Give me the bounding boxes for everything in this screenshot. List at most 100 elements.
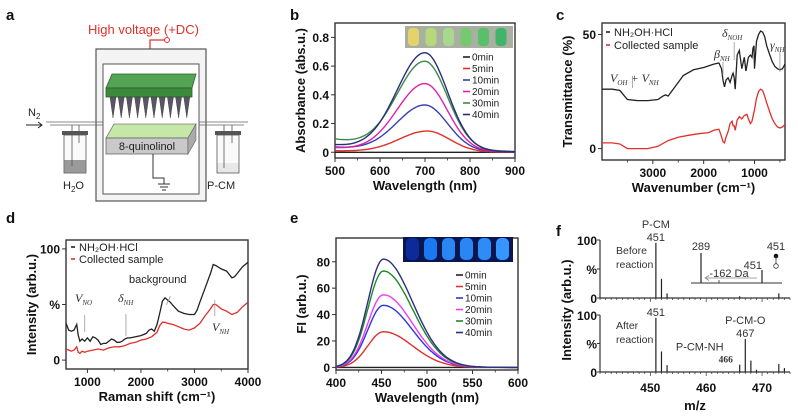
right-bottle-tubes — [223, 125, 233, 168]
x-tick-label: 2000 — [128, 375, 155, 389]
series-line-5min — [335, 130, 515, 153]
peak-annotation: δNOH — [722, 26, 743, 42]
peak-species-label: P-CM-NH — [676, 342, 724, 354]
y-tick-label: 0 — [53, 354, 60, 368]
legend-label: 20min — [472, 87, 499, 98]
vial — [496, 238, 509, 260]
right-bottle-label: P-CM — [207, 180, 235, 192]
y-tick-label: 0 — [322, 146, 329, 160]
legend-label: 10min — [472, 76, 499, 87]
x-tick-label: 470 — [752, 381, 772, 395]
ground-icon — [158, 183, 170, 191]
needle — [183, 96, 191, 119]
legend-label: NH₂OH·HCl — [614, 27, 673, 39]
y-tick-label: 100 — [577, 309, 597, 323]
needle — [158, 96, 166, 119]
vial — [478, 238, 491, 260]
y-tick-label: % — [586, 338, 597, 352]
subplot-label: Before — [616, 245, 647, 257]
y-tick-label: 0.4 — [312, 88, 329, 102]
legend-label: 40min — [472, 110, 499, 121]
x-tick-label: 4000 — [235, 375, 262, 389]
peak-label: 466 — [719, 356, 734, 366]
x-tick-label: 460 — [696, 381, 716, 395]
legend-label: 5min — [472, 64, 494, 75]
series-line — [602, 88, 786, 150]
peak-annotation: γNH — [770, 38, 785, 54]
vessel-side — [187, 122, 197, 156]
vial — [460, 28, 472, 46]
series-line — [65, 261, 249, 346]
series-line — [602, 30, 786, 102]
legend-label: 10min — [465, 294, 492, 305]
x-tick-label: 1000 — [74, 375, 101, 389]
legend-label: NH₂OH·HCl — [79, 242, 138, 254]
panel-d: d 1000 2000 3000 4000 0% 100 Raman shift (cm⁻¹)… — [6, 210, 262, 404]
legend-label: Collected sample — [614, 40, 698, 52]
x-axis-label: Wavelength (nm) — [373, 178, 477, 193]
panel-c: c 3000 2000 1000 0 50 Wavenumber (cm⁻¹) Transmi… — [556, 7, 786, 195]
legend-label: 451 — [767, 241, 785, 253]
y-tick-label: % — [586, 263, 597, 277]
x-axis-label: Wavenumber (cm⁻¹) — [632, 180, 755, 195]
peak-annotation: δNH — [118, 291, 134, 307]
x-tick-label: 450 — [371, 376, 391, 390]
needle-array — [109, 96, 191, 119]
x-tick-label: 600 — [508, 376, 528, 390]
plot-frame — [601, 22, 786, 161]
y-tick-label: 0 — [323, 361, 330, 375]
y-tick-label: 60 — [317, 282, 331, 296]
needle — [142, 96, 150, 119]
y-tick-label: 20 — [317, 334, 331, 348]
panel-letter-d: d — [6, 210, 15, 227]
y-tick-label: 100 — [40, 242, 60, 256]
voltage-label: High voltage (+DC) — [88, 22, 199, 37]
needle — [134, 96, 141, 119]
peak-annotation: VNO — [75, 291, 92, 307]
vial — [424, 238, 437, 260]
subplot-label: reaction — [616, 259, 654, 271]
gas-line-in — [46, 121, 103, 126]
y-tick-label: 40 — [317, 308, 331, 322]
panel-letter-e: e — [290, 210, 298, 227]
peak-species-label: P-CM — [642, 219, 670, 231]
vial — [443, 28, 454, 46]
left-bottle-label: H2O — [63, 180, 84, 194]
peak-species-label: P-CM-O — [725, 315, 766, 327]
x-tick-label: 800 — [460, 164, 480, 178]
x-axis-label: Wavelength (nm) — [375, 390, 479, 405]
panel-letter-a: a — [6, 7, 15, 24]
subplot-label: reaction — [616, 334, 654, 346]
panel-e: e 400 450 500 550 600 0 20 40 60 80 Wavelength (nm)… — [290, 210, 528, 405]
legend-label: 20min — [465, 305, 492, 316]
right-bottle-solid — [217, 163, 239, 173]
loss-label: -162 Da — [709, 268, 749, 280]
x-tick-label: 3000 — [181, 375, 208, 389]
left-bottle-cap — [62, 131, 88, 135]
left-bottle-water — [64, 160, 86, 173]
x-tick-label: 500 — [417, 376, 437, 390]
needle — [126, 96, 133, 119]
y-axis-label: Absorbance (abs.u.) — [293, 28, 308, 153]
panel-letter-c: c — [556, 7, 564, 24]
legend-label: 5min — [465, 282, 487, 293]
series-line-20min — [335, 82, 515, 153]
panel-b: b 500 600 700 800 900 0 0.2 0.4 0.6 0.8 Wavelength … — [290, 7, 525, 193]
n2-arrowhead — [37, 121, 43, 129]
needle — [117, 96, 125, 119]
uv-vial-photo-inset — [403, 237, 513, 262]
y-tick-label: 0 — [590, 292, 597, 306]
x-tick-label: 3000 — [639, 166, 666, 180]
y-tick-label: 0.6 — [312, 60, 329, 74]
needle — [109, 96, 117, 119]
peak-annotation: VNH — [212, 320, 230, 336]
needle — [167, 96, 174, 119]
legend-label: 0min — [472, 53, 494, 64]
x-tick-label: 2000 — [690, 166, 717, 180]
x-tick-label: 550 — [462, 376, 482, 390]
ground-wire — [152, 154, 165, 184]
inset-peak-label: 289 — [692, 241, 710, 253]
peak-annotation: VOH + VNH — [610, 71, 660, 87]
y-tick-label: 80 — [317, 255, 331, 269]
vial — [460, 238, 473, 260]
